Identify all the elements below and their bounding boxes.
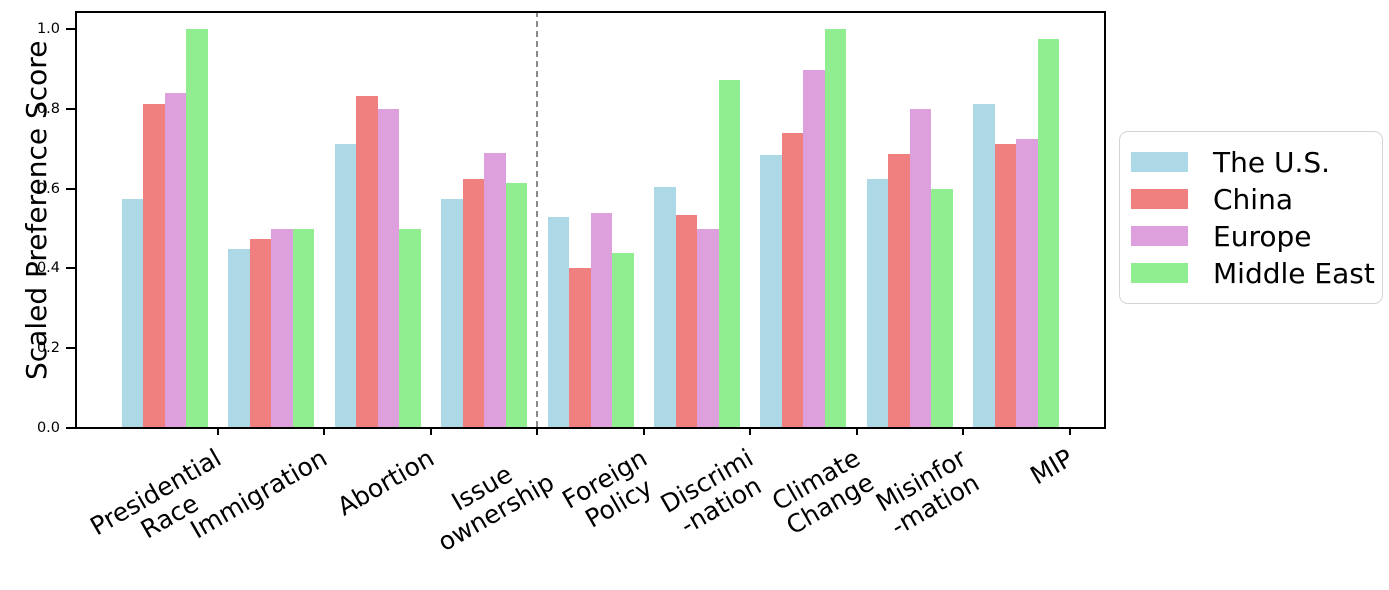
bar-europe-1 xyxy=(271,228,293,428)
y-tick xyxy=(66,107,75,110)
legend-label: Europe xyxy=(1213,219,1312,253)
bar-the-u-s--5 xyxy=(654,187,676,428)
bar-europe-4 xyxy=(590,213,613,428)
x-tick-label: MIP xyxy=(1024,443,1078,491)
bar-the-u-s--2 xyxy=(334,143,357,428)
bar-china-2 xyxy=(356,95,378,428)
x-tick xyxy=(323,428,326,435)
y-axis-label: Scaled Preference Score xyxy=(20,40,53,380)
bar-middle-east-4 xyxy=(612,253,634,428)
bar-the-u-s--8 xyxy=(973,103,995,428)
x-tick xyxy=(429,428,432,435)
y-tick-label: 0.0 xyxy=(36,420,60,436)
x-tick xyxy=(855,428,858,435)
bar-the-u-s--6 xyxy=(760,155,782,428)
plot-area xyxy=(75,11,1105,428)
bar-middle-east-3 xyxy=(505,182,528,428)
legend-label: China xyxy=(1213,182,1293,216)
bar-the-u-s--1 xyxy=(228,249,250,428)
legend-swatch-middle-east xyxy=(1131,263,1188,283)
group-separator-line xyxy=(536,11,539,428)
x-tick-label: Discrimi -nation xyxy=(655,443,767,540)
legend-item: Middle East xyxy=(1131,255,1375,291)
bar-middle-east-0 xyxy=(186,29,208,428)
y-tick xyxy=(66,187,75,190)
bar-europe-3 xyxy=(484,152,506,428)
x-tick xyxy=(642,428,645,435)
bar-the-u-s--7 xyxy=(866,178,889,428)
bar-middle-east-1 xyxy=(292,228,315,428)
x-tick-label: Foreign Policy xyxy=(557,443,657,534)
bar-europe-6 xyxy=(803,69,825,428)
legend-item: Europe xyxy=(1131,218,1372,254)
bar-middle-east-5 xyxy=(718,79,741,428)
y-tick xyxy=(66,28,75,30)
legend-label: The U.S. xyxy=(1213,145,1331,179)
y-tick xyxy=(66,267,75,270)
bar-europe-0 xyxy=(164,92,187,428)
y-tick-label: 0.6 xyxy=(36,180,60,197)
bar-the-u-s--4 xyxy=(547,216,570,428)
y-tick xyxy=(66,427,75,429)
y-tick-label: 0.2 xyxy=(36,340,60,357)
legend-swatch-the-us xyxy=(1131,152,1188,172)
y-tick xyxy=(66,347,75,350)
x-tick xyxy=(536,428,539,435)
x-tick xyxy=(749,428,752,435)
bar-middle-east-8 xyxy=(1037,38,1060,428)
legend-item: China xyxy=(1131,181,1372,217)
x-tick xyxy=(217,428,219,435)
x-tick xyxy=(1068,428,1071,435)
bar-europe-5 xyxy=(697,228,719,428)
bar-europe-7 xyxy=(909,108,932,428)
bar-china-5 xyxy=(675,214,698,428)
x-tick-label: Misinfor -mation xyxy=(871,443,984,541)
bar-middle-east-2 xyxy=(399,228,421,428)
bar-middle-east-7 xyxy=(931,188,953,428)
x-tick xyxy=(962,428,965,435)
legend-item: The U.S. xyxy=(1131,144,1372,180)
legend-swatch-europe xyxy=(1131,226,1188,246)
bar-china-7 xyxy=(888,153,910,428)
bar-europe-8 xyxy=(1016,138,1038,428)
y-tick-label: 0.8 xyxy=(36,100,60,117)
bar-europe-2 xyxy=(377,108,400,428)
legend-label: Middle East xyxy=(1213,256,1375,290)
y-tick-label: 0.4 xyxy=(36,260,60,277)
y-tick-label: 1.0 xyxy=(36,21,60,37)
bar-china-1 xyxy=(249,239,272,428)
legend: The U.S. China Europe Middle East xyxy=(1119,131,1383,304)
bar-the-u-s--3 xyxy=(441,198,463,428)
bar-china-8 xyxy=(994,143,1017,428)
bar-china-6 xyxy=(781,132,804,428)
bar-the-u-s--0 xyxy=(121,198,144,428)
legend-swatch-china xyxy=(1131,189,1188,209)
bar-china-0 xyxy=(143,103,165,428)
bar-china-3 xyxy=(462,179,485,428)
bar-middle-east-6 xyxy=(824,29,847,428)
x-tick-label: Issue ownership xyxy=(432,459,560,557)
bar-china-4 xyxy=(569,268,591,428)
x-tick-label: Climate Change xyxy=(766,443,879,541)
